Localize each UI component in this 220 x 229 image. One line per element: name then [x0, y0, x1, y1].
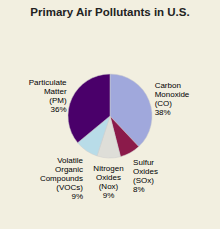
labels: CarbonMonoxide(CO)38%SulfurOxides(SOx)8%…	[29, 78, 190, 201]
chart-container: Primary Air Pollutants in U.S. CarbonMono…	[0, 0, 220, 229]
chart: Primary Air Pollutants in U.S. CarbonMono…	[0, 0, 220, 229]
slice-label-line: Oxides	[133, 167, 158, 176]
slice-label-line: Nitrogen	[93, 164, 123, 173]
slice-label-line: Compounds	[40, 174, 83, 183]
slice-label: SulfurOxides(SOx)8%	[133, 158, 158, 194]
slice-label-line: Carbon	[155, 81, 181, 90]
slice	[68, 74, 110, 143]
slice-label: ParticulateMatter(PM)36%	[29, 78, 67, 114]
slice-label-line: Monoxide	[155, 90, 190, 99]
slice-label-line: Organic	[55, 165, 83, 174]
slice-label-line: Volatile	[57, 156, 83, 165]
slice-label: CarbonMonoxide(CO)38%	[155, 81, 190, 117]
slice-label-line: (VOCs)	[56, 183, 83, 192]
slice-label-line: (SOx)	[133, 176, 154, 185]
slice-label-line: Matter	[44, 87, 67, 96]
slice-label: NitrogenOxides(Nox)9%	[93, 164, 123, 200]
slice-label-line: 36%	[51, 105, 67, 114]
slices	[68, 74, 152, 158]
title: Primary Air Pollutants in U.S.	[30, 6, 189, 18]
slice-label-line: 9%	[103, 191, 115, 200]
slice-label: VolatileOrganicCompounds(VOCs)9%	[40, 156, 84, 201]
slice-label-line: Particulate	[29, 78, 67, 87]
slice-label-line: (Nox)	[99, 182, 119, 191]
slice-label-line: Sulfur	[133, 158, 154, 167]
slice-label-line: (CO)	[155, 99, 173, 108]
slice-label-line: 9%	[71, 192, 83, 201]
slice-label-line: Oxides	[96, 173, 121, 182]
slice-label-line: 8%	[133, 185, 145, 194]
slice-label-line: (PM)	[49, 96, 67, 105]
slice-label-line: 38%	[155, 108, 171, 117]
